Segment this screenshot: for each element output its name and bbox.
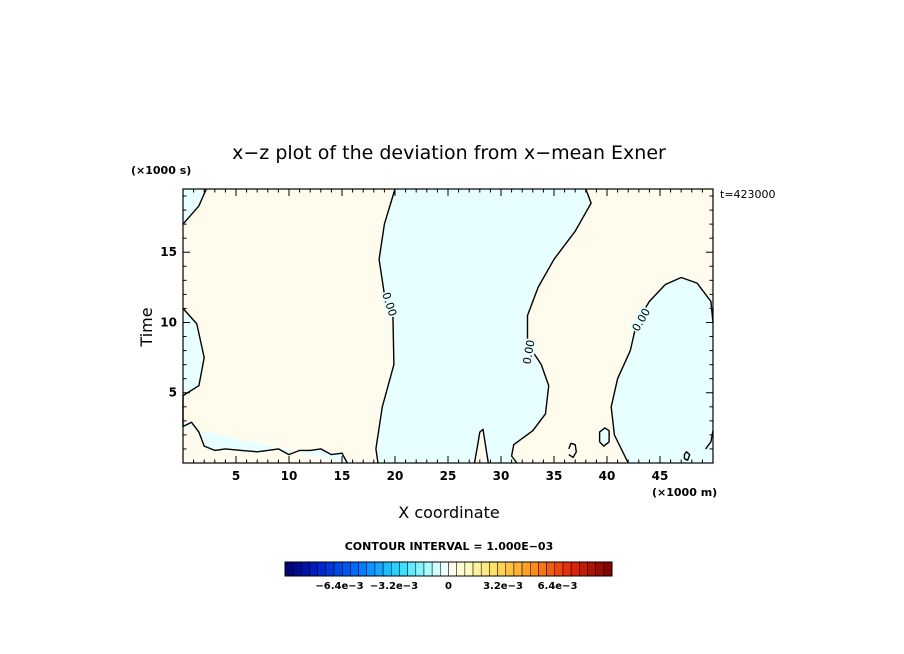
axis-tick-labels: 5 10 15 20 25 30 35 40 45 5 10 15 bbox=[160, 245, 668, 483]
contour-line-0 bbox=[182, 188, 207, 225]
colorbar-cell bbox=[579, 561, 588, 577]
x-axis-label: X coordinate bbox=[398, 503, 499, 522]
colorbar-cell bbox=[431, 561, 441, 577]
negative-region-3 bbox=[375, 189, 592, 463]
y-tick-label: 15 bbox=[160, 245, 177, 259]
colorbar-cell bbox=[554, 561, 564, 577]
colorbar-cell bbox=[341, 561, 351, 577]
contour-interval-text: CONTOUR INTERVAL = 1.000E−03 bbox=[345, 540, 554, 553]
colorbar-cell bbox=[464, 561, 474, 577]
colorbar-cell bbox=[358, 561, 368, 577]
colorbar-cell bbox=[309, 561, 318, 577]
contour-line-7 bbox=[598, 427, 610, 447]
colorbar-cell bbox=[513, 561, 523, 577]
colorbar-cell bbox=[366, 561, 376, 577]
contour-fills bbox=[183, 189, 713, 463]
colorbar-cell bbox=[391, 561, 400, 577]
contour-label-bg-2 bbox=[629, 305, 653, 334]
colorbar-cell bbox=[530, 561, 539, 577]
colorbar-cell bbox=[448, 561, 457, 577]
colorbar-cell bbox=[489, 561, 498, 577]
colorbar-tick-label: 0 bbox=[445, 581, 452, 592]
x-tick-label: 30 bbox=[493, 469, 510, 483]
colorbar-cell bbox=[382, 561, 392, 577]
colorbar-cell bbox=[562, 561, 572, 577]
colorbar-cell bbox=[472, 561, 482, 577]
x-tick-label: 35 bbox=[546, 469, 563, 483]
colorbar-cell bbox=[374, 561, 384, 577]
colorbar-cell bbox=[480, 561, 490, 577]
contour-label-bg-1 bbox=[520, 338, 537, 366]
colorbar-cell bbox=[350, 561, 359, 577]
contour-line-9 bbox=[683, 451, 691, 461]
colorbar-tick-label: 6.4e−3 bbox=[538, 581, 578, 592]
colorbar-cell bbox=[546, 561, 556, 577]
colorbar-cell bbox=[407, 561, 417, 577]
colorbar-tick-label: −3.2e−3 bbox=[370, 581, 418, 592]
contour-label-1: 0.00 bbox=[521, 339, 538, 365]
contour-line-5 bbox=[510, 188, 592, 464]
x-tick-label: 10 bbox=[281, 469, 298, 483]
x-tick-label: 15 bbox=[334, 469, 351, 483]
x-tick-label: 25 bbox=[440, 469, 457, 483]
axis-ticks bbox=[183, 189, 713, 463]
colorbar-cell bbox=[570, 561, 580, 577]
y-axis-label: Time bbox=[137, 307, 156, 347]
x-tick-label: 5 bbox=[232, 469, 240, 483]
colorbar-cell bbox=[440, 561, 449, 577]
contour-line-4 bbox=[473, 428, 489, 464]
negative-region-5 bbox=[599, 427, 610, 447]
negative-region-6 bbox=[705, 430, 713, 456]
colorbar-cell bbox=[301, 561, 310, 577]
colorbar-cell bbox=[333, 561, 343, 577]
colorbar-tick-label: −6.4e−3 bbox=[315, 581, 363, 592]
colorbar-cell bbox=[325, 561, 335, 577]
negative-region-1 bbox=[183, 308, 205, 396]
time-label: t=423000 bbox=[720, 188, 776, 201]
x-tick-label: 40 bbox=[599, 469, 616, 483]
colorbar-cell bbox=[538, 561, 547, 577]
y-tick-label: 10 bbox=[160, 315, 177, 329]
x-tick-label: 45 bbox=[652, 469, 669, 483]
negative-region-0 bbox=[183, 189, 207, 225]
contour-line-1 bbox=[182, 307, 205, 397]
colorbar-cell bbox=[521, 561, 531, 577]
x-unit-label: (×1000 m) bbox=[652, 486, 717, 499]
colorbar-cell bbox=[317, 561, 327, 577]
colorbar-cell bbox=[399, 561, 408, 577]
chart-title: x−z plot of the deviation from x−mean Ex… bbox=[232, 142, 666, 164]
colorbar-cell bbox=[292, 561, 302, 577]
colorbar-cell bbox=[456, 561, 466, 577]
colorbar-cell bbox=[284, 561, 294, 577]
colorbar-tick-label: 3.2e−3 bbox=[483, 581, 523, 592]
colorbar-cell bbox=[603, 561, 613, 577]
contour-line-8 bbox=[568, 442, 577, 459]
x-tick-label: 20 bbox=[387, 469, 404, 483]
colorbar-cell bbox=[415, 561, 425, 577]
colorbar-tick-labels: −6.4e−3 −3.2e−3 0 3.2e−3 6.4e−3 bbox=[315, 581, 577, 592]
negative-region-2 bbox=[183, 422, 348, 463]
colorbar-cell bbox=[587, 561, 596, 577]
contour-label-bg-0 bbox=[379, 290, 400, 319]
colorbar-frame bbox=[284, 561, 613, 577]
contour-line-2 bbox=[182, 421, 348, 464]
y-tick-label: 5 bbox=[169, 386, 177, 400]
colorbar-cell bbox=[423, 561, 433, 577]
colorbar-cell bbox=[497, 561, 506, 577]
y-unit-label: (×1000 s) bbox=[131, 164, 191, 177]
colorbar-cell bbox=[505, 561, 515, 577]
colorbar bbox=[284, 561, 613, 577]
colorbar-cell bbox=[595, 561, 605, 577]
